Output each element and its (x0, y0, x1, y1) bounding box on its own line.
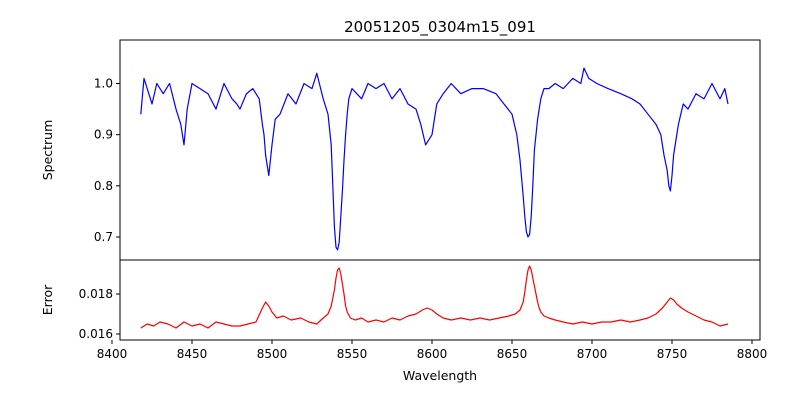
x-tick-label: 8650 (497, 347, 528, 361)
error-x-ticks: 8400 8450 8500 8550 8600 8650 8700 8750 8800 (97, 340, 768, 361)
error-series-line (140, 265, 729, 329)
spectrum-y-ticks: 0.7 0.8 0.9 1.0 (94, 76, 120, 244)
x-tick-label: 8450 (177, 347, 208, 361)
spectrum-y-tick-label: 0.9 (94, 128, 113, 142)
error-y-ticks: 0.016 0.018 (79, 287, 120, 341)
chart-title: 20051205_0304m15_091 (344, 18, 536, 37)
error-axes-frame (119, 259, 761, 341)
x-tick-label: 8400 (97, 347, 128, 361)
x-tick-label: 8500 (257, 347, 288, 361)
x-tick-label: 8550 (337, 347, 368, 361)
error-y-axis-label: Error (40, 284, 55, 315)
error-y-tick-label: 0.018 (79, 287, 113, 301)
spectrum-y-tick-label: 0.8 (94, 179, 113, 193)
x-tick-label: 8800 (737, 347, 768, 361)
x-tick-label: 8750 (657, 347, 688, 361)
x-tick-label: 8700 (577, 347, 608, 361)
x-axis-label: Wavelength (403, 368, 477, 383)
spectrum-y-axis-label: Spectrum (40, 120, 55, 181)
spectrum-series-line (140, 67, 729, 251)
spectrum-y-tick-label: 1.0 (94, 76, 113, 90)
spectrum-y-tick-label: 0.7 (94, 230, 113, 244)
x-tick-label: 8600 (417, 347, 448, 361)
error-y-tick-label: 0.016 (79, 327, 113, 341)
